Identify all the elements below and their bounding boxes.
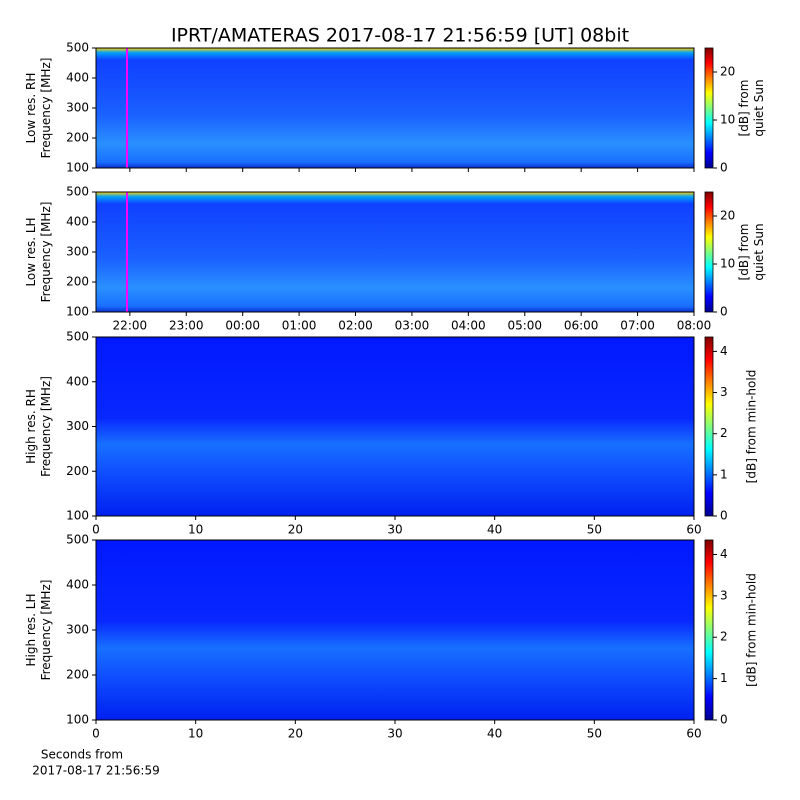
spectrogram-image [96, 48, 694, 168]
y-tick-label: 300 [66, 101, 89, 115]
x-tick-label: 0 [92, 523, 100, 537]
x-tick-label: 06:00 [564, 319, 599, 333]
y-tick-label: 400 [66, 215, 89, 229]
y-tick-label: 300 [66, 419, 89, 433]
colorbar-tick-label: 3 [720, 588, 728, 602]
colorbar-tick-label: 3 [720, 385, 728, 399]
x-tick-label: 50 [587, 727, 602, 741]
x-tick-label: 30 [387, 727, 402, 741]
y-tick-label: 500 [66, 533, 89, 547]
colorbar [704, 47, 714, 169]
x-tick-label: 22:00 [113, 319, 148, 333]
y-tick-label: 300 [66, 245, 89, 259]
x-tick-label: 40 [487, 523, 502, 537]
chart-title: IPRT/AMATERAS 2017-08-17 21:56:59 [UT] 0… [171, 25, 629, 47]
y-tick-label: 200 [66, 668, 89, 682]
y-tick-label: 100 [66, 305, 89, 319]
y-axis-label: Frequency [MHz] [39, 580, 53, 681]
x-tick-label: 40 [487, 727, 502, 741]
y-axis-label: Frequency [MHz] [39, 376, 53, 477]
x-tick-label: 30 [387, 523, 402, 537]
y-axis-label: Frequency [MHz] [39, 58, 53, 159]
y-axis-label: Low res. RH [24, 73, 38, 144]
x-tick-label: 08:00 [677, 319, 712, 333]
x-tick-label: 0 [92, 727, 100, 741]
y-tick-label: 100 [66, 713, 89, 727]
spectrogram-image [96, 337, 694, 516]
x-tick-label: 02:00 [338, 319, 373, 333]
colorbar-tick-label: 10 [720, 113, 735, 127]
colorbar-tick-label: 0 [720, 713, 728, 727]
y-tick-label: 200 [66, 275, 89, 289]
x-tick-label: 00:00 [225, 319, 260, 333]
colorbar-label: [dB] from [737, 80, 751, 137]
y-tick-label: 500 [66, 185, 89, 199]
colorbar-tick-label: 0 [720, 161, 728, 175]
colorbar-tick-label: 1 [720, 671, 728, 685]
colorbar-tick-label: 10 [720, 257, 735, 271]
colorbar-label: [dB] from min-hold [745, 573, 759, 687]
colorbar-tick-label: 1 [720, 467, 728, 481]
x-tick-label: 50 [587, 523, 602, 537]
spectrogram-image [96, 192, 694, 312]
colorbar [704, 539, 714, 721]
colorbar-tick-label: 2 [720, 426, 728, 440]
x-tick-label: 07:00 [620, 319, 655, 333]
y-tick-label: 500 [66, 41, 89, 55]
colorbar-label: [dB] from [737, 224, 751, 281]
colorbar-tick-label: 4 [720, 547, 728, 561]
y-axis-label: High res. LH [24, 593, 38, 666]
spectrogram-image [96, 540, 694, 720]
x-axis-label: Seconds from [41, 748, 123, 762]
x-tick-label: 10 [188, 523, 203, 537]
y-tick-label: 300 [66, 623, 89, 637]
y-axis-label: Low res. LH [24, 217, 38, 286]
colorbar-label: [dB] from min-hold [745, 370, 759, 484]
y-tick-label: 500 [66, 330, 89, 344]
y-tick-label: 400 [66, 71, 89, 85]
x-tick-label: 03:00 [395, 319, 430, 333]
x-tick-label: 20 [288, 727, 303, 741]
x-tick-label: 60 [686, 727, 701, 741]
x-tick-label: 60 [686, 523, 701, 537]
x-axis-label: 2017-08-17 21:56:59 [32, 764, 159, 778]
y-tick-label: 400 [66, 374, 89, 388]
x-tick-label: 20 [288, 523, 303, 537]
x-tick-label: 04:00 [451, 319, 486, 333]
colorbar-label: quiet Sun [752, 223, 766, 280]
colorbar [704, 191, 714, 313]
y-tick-label: 400 [66, 578, 89, 592]
y-axis-label: Frequency [MHz] [39, 202, 53, 303]
x-tick-label: 01:00 [282, 319, 317, 333]
y-tick-label: 100 [66, 161, 89, 175]
colorbar-tick-label: 0 [720, 509, 728, 523]
colorbar-tick-label: 2 [720, 630, 728, 644]
colorbar [704, 336, 714, 517]
colorbar-tick-label: 20 [720, 209, 735, 223]
colorbar-tick-label: 4 [720, 344, 728, 358]
y-axis-label: High res. RH [24, 389, 38, 464]
colorbar-tick-label: 20 [720, 65, 735, 79]
colorbar-label: quiet Sun [752, 79, 766, 136]
x-tick-label: 05:00 [507, 319, 542, 333]
x-tick-label: 10 [188, 727, 203, 741]
x-tick-label: 23:00 [169, 319, 204, 333]
colorbar-tick-label: 0 [720, 305, 728, 319]
y-tick-label: 200 [66, 464, 89, 478]
y-tick-label: 100 [66, 509, 89, 523]
y-tick-label: 200 [66, 131, 89, 145]
